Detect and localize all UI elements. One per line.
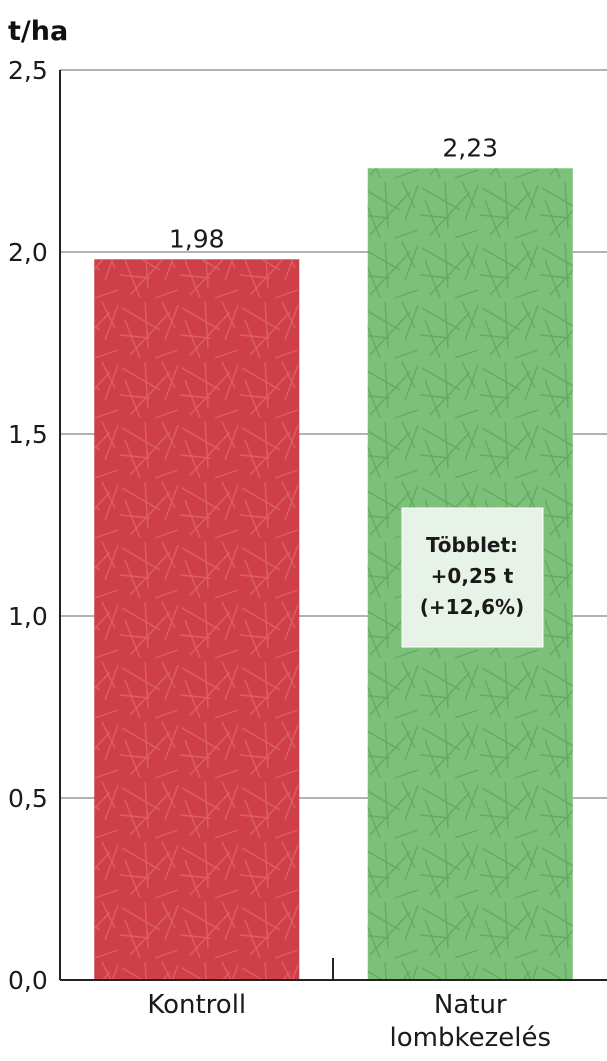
surplus-annotation: Többlet: +0,25 t (+12,6%) [401,507,544,648]
bar-texture [94,259,300,980]
y-tick-label: 1,0 [8,602,48,631]
surplus-line-2: +0,25 t [431,564,514,588]
y-axis-unit-label: t/ha [8,16,68,47]
y-tick-label: 0,5 [8,784,48,813]
value-labels: 1,98 2,23 [169,133,498,253]
y-tick-label: 0,0 [8,966,48,995]
value-label: 2,23 [442,133,498,162]
category-label: lombkezelés [390,1023,552,1053]
y-tick-labels: 0,0 0,5 1,0 1,5 2,0 2,5 [8,56,48,995]
surplus-line-3: (+12,6%) [420,595,524,619]
category-label: Natur [434,990,507,1020]
surplus-line-1: Többlet: [426,533,518,557]
y-tick-label: 1,5 [8,420,48,449]
y-tick-label: 2,5 [8,56,48,85]
surplus-annotation-box [401,507,544,648]
value-label: 1,98 [169,224,225,253]
category-label: Kontroll [147,990,246,1020]
y-tick-label: 2,0 [8,238,48,267]
